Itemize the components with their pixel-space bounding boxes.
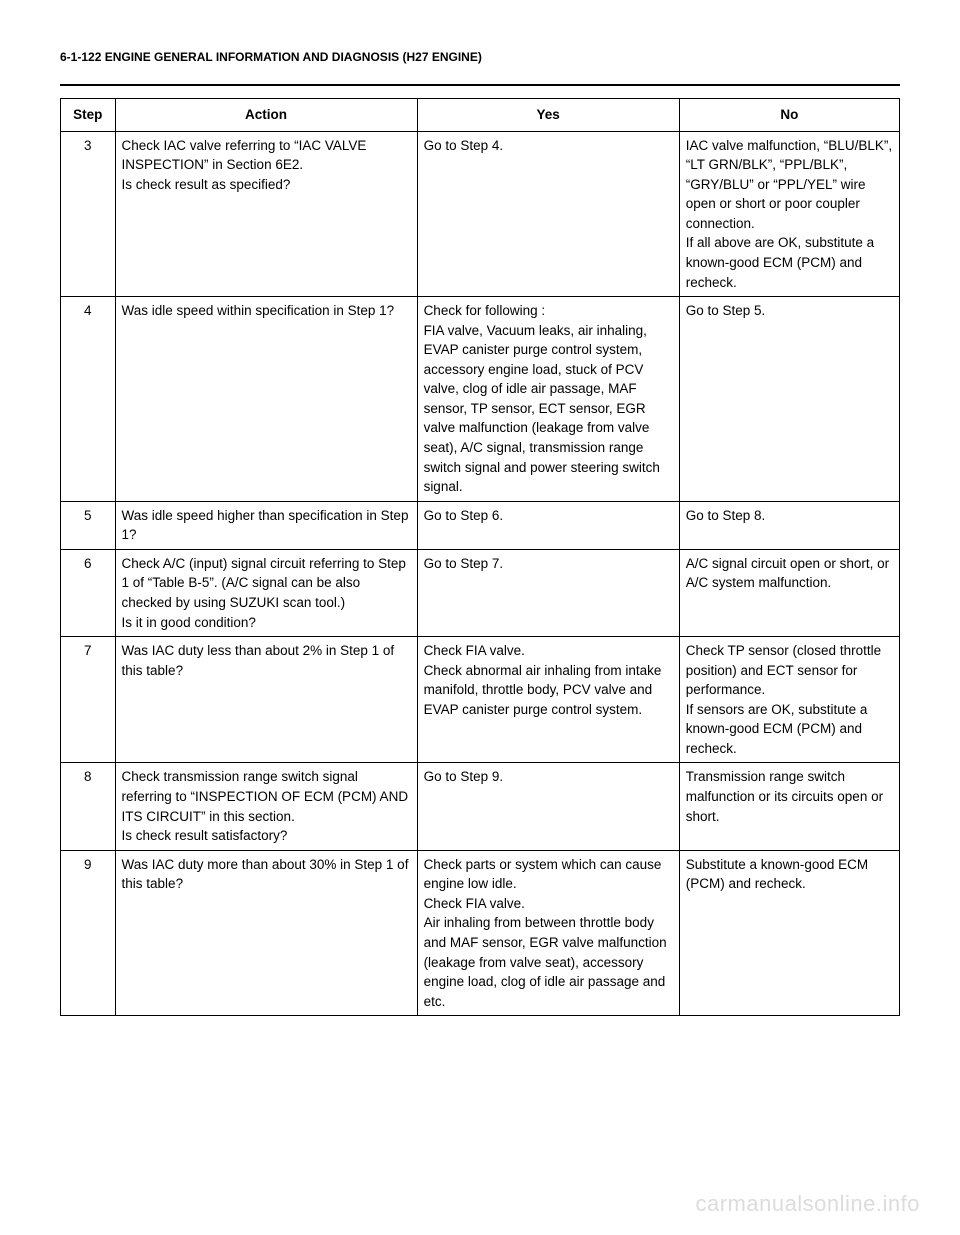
cell-yes: Check parts or system which can cause en… [417,850,679,1016]
cell-step: 7 [61,637,116,763]
cell-yes: Go to Step 9. [417,763,679,850]
cell-action: Check transmission range switch signal r… [115,763,417,850]
cell-action: Check IAC valve referring to “IAC VALVE … [115,131,417,297]
cell-yes: Go to Step 7. [417,549,679,636]
col-header-action: Action [115,99,417,132]
col-header-yes: Yes [417,99,679,132]
table-row: 4 Was idle speed within specification in… [61,297,900,502]
col-header-step: Step [61,99,116,132]
cell-no: Go to Step 8. [679,501,899,549]
table-row: 5 Was idle speed higher than specificati… [61,501,900,549]
cell-step: 4 [61,297,116,502]
cell-step: 6 [61,549,116,636]
table-header-row: Step Action Yes No [61,99,900,132]
cell-action: Was IAC duty more than about 30% in Step… [115,850,417,1016]
cell-action: Was idle speed within specification in S… [115,297,417,502]
cell-yes: Check for following :FIA valve, Vacuum l… [417,297,679,502]
diagnosis-table: Step Action Yes No 3 Check IAC valve ref… [60,98,900,1016]
header-rule [60,84,900,86]
cell-action: Check A/C (input) signal circuit referri… [115,549,417,636]
cell-action: Was idle speed higher than specification… [115,501,417,549]
table-row: 7 Was IAC duty less than about 2% in Ste… [61,637,900,763]
table-row: 6 Check A/C (input) signal circuit refer… [61,549,900,636]
cell-no: Check TP sensor (closed throttle positio… [679,637,899,763]
table-row: 9 Was IAC duty more than about 30% in St… [61,850,900,1016]
table-row: 3 Check IAC valve referring to “IAC VALV… [61,131,900,297]
cell-yes: Go to Step 6. [417,501,679,549]
col-header-no: No [679,99,899,132]
cell-action: Was IAC duty less than about 2% in Step … [115,637,417,763]
cell-step: 5 [61,501,116,549]
cell-step: 9 [61,850,116,1016]
cell-yes: Check FIA valve.Check abnormal air inhal… [417,637,679,763]
cell-step: 3 [61,131,116,297]
cell-no: Transmission range switch malfunction or… [679,763,899,850]
table-row: 8 Check transmission range switch signal… [61,763,900,850]
watermark: carmanualsonline.info [695,1191,920,1217]
cell-no: Go to Step 5. [679,297,899,502]
cell-no: IAC valve malfunction, “BLU/BLK”, “LT GR… [679,131,899,297]
cell-no: Substitute a known-good ECM (PCM) and re… [679,850,899,1016]
cell-yes: Go to Step 4. [417,131,679,297]
page-header: 6-1-122 ENGINE GENERAL INFORMATION AND D… [60,50,900,64]
cell-no: A/C signal circuit open or short, or A/C… [679,549,899,636]
cell-step: 8 [61,763,116,850]
